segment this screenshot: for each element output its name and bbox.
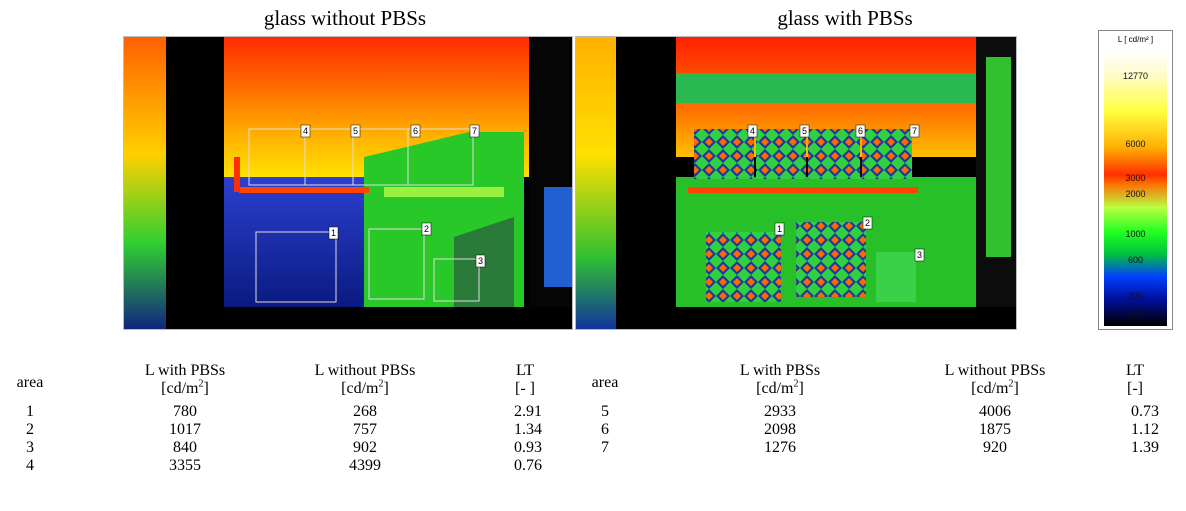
legend-tick: 600 bbox=[1127, 255, 1144, 265]
area-label-right-2: 2 bbox=[865, 218, 870, 228]
header-unit-l-with: [cd/m2] bbox=[756, 378, 804, 397]
legend-tick: 2000 bbox=[1125, 189, 1146, 199]
cell-area: 3 bbox=[26, 439, 34, 456]
cell-l-without: 1875 bbox=[979, 421, 1011, 438]
legend-tick: 200 bbox=[1127, 309, 1144, 319]
cell-l-with: 2933 bbox=[764, 403, 796, 420]
cell-l-with: 1017 bbox=[169, 421, 201, 438]
legend-tick: 1000 bbox=[1125, 229, 1146, 239]
cell-lt: 1.12 bbox=[1131, 421, 1159, 438]
cell-area: 2 bbox=[26, 421, 34, 438]
header-lt: LT bbox=[1125, 362, 1145, 379]
caption-glass-with-pbss: glass with PBSs bbox=[777, 6, 913, 30]
luminance-map-with-pbss: 4 5 6 7 1 2 3 bbox=[575, 36, 1017, 330]
cell-lt: 1.34 bbox=[514, 421, 542, 438]
luminance-legend: L [ cd/m² ] 12770 6000 3000 2000 1000 60… bbox=[1098, 30, 1173, 330]
header-l-with-pbss: L with PBSs bbox=[144, 362, 226, 379]
area-label-left-5: 5 bbox=[353, 126, 358, 136]
cell-l-without: 268 bbox=[353, 403, 377, 420]
cell-l-with: 3355 bbox=[169, 457, 201, 474]
header-l-with-pbss: L with PBSs bbox=[739, 362, 821, 379]
legend-tick: 12770 bbox=[1122, 71, 1149, 81]
cell-area: 6 bbox=[601, 421, 609, 438]
legend-tick: 6000 bbox=[1125, 139, 1146, 149]
cell-l-without: 4399 bbox=[349, 457, 381, 474]
luminance-map-without-pbss: 4 5 6 7 1 2 3 bbox=[123, 36, 573, 330]
header-unit-l-without: [cd/m2] bbox=[971, 378, 1019, 397]
cell-lt: 0.73 bbox=[1131, 403, 1159, 420]
area-label-left-2: 2 bbox=[424, 224, 429, 234]
cell-l-without: 920 bbox=[983, 439, 1007, 456]
header-unit-l-without: [cd/m2] bbox=[341, 378, 389, 397]
legend-tick: 3000 bbox=[1125, 173, 1146, 183]
area-label-right-6: 6 bbox=[858, 126, 863, 136]
header-lt: LT bbox=[515, 362, 535, 379]
header-unit-lt: [- ] bbox=[515, 380, 535, 397]
cell-l-without: 757 bbox=[353, 421, 377, 438]
cell-area: 5 bbox=[601, 403, 609, 420]
legend-color-bar: 12770 6000 3000 2000 1000 600 300 200 bbox=[1104, 51, 1167, 326]
cell-l-without: 4006 bbox=[979, 403, 1011, 420]
caption-glass-without-pbss: glass without PBSs bbox=[263, 6, 427, 30]
cell-area: 7 bbox=[601, 439, 609, 456]
cell-lt: 1.39 bbox=[1131, 439, 1159, 456]
cell-l-with: 2098 bbox=[764, 421, 796, 438]
area-label-left-4: 4 bbox=[303, 126, 308, 136]
cell-l-with: 1276 bbox=[764, 439, 796, 456]
area-label-right-3: 3 bbox=[917, 250, 922, 260]
area-label-left-6: 6 bbox=[413, 126, 418, 136]
luminance-map-without-pbss-image: 4 5 6 7 1 2 3 bbox=[124, 37, 572, 329]
area-label-right-1: 1 bbox=[777, 224, 782, 234]
cell-lt: 0.93 bbox=[514, 439, 542, 456]
header-area: area bbox=[16, 374, 44, 391]
header-l-without-pbss: L without PBSs bbox=[314, 362, 416, 379]
area-label-right-4: 4 bbox=[750, 126, 755, 136]
cell-area: 4 bbox=[26, 457, 34, 474]
cell-l-with: 840 bbox=[173, 439, 197, 456]
area-label-left-3: 3 bbox=[478, 256, 483, 266]
area-label-right-5: 5 bbox=[802, 126, 807, 136]
cell-lt: 0.76 bbox=[514, 457, 542, 474]
area-label-left-7: 7 bbox=[472, 126, 477, 136]
legend-tick: 300 bbox=[1127, 291, 1144, 301]
header-unit-lt: [-] bbox=[1127, 380, 1143, 397]
area-label-left-1: 1 bbox=[331, 228, 336, 238]
header-l-without-pbss: L without PBSs bbox=[944, 362, 1046, 379]
area-label-right-7: 7 bbox=[912, 126, 917, 136]
cell-l-with: 780 bbox=[173, 403, 197, 420]
luminance-map-with-pbss-image: 4 5 6 7 1 2 3 bbox=[576, 37, 1016, 329]
header-unit-l-with: [cd/m2] bbox=[161, 378, 209, 397]
cell-l-without: 902 bbox=[353, 439, 377, 456]
header-area: area bbox=[591, 374, 619, 391]
cell-area: 1 bbox=[26, 403, 34, 420]
cell-lt: 2.91 bbox=[514, 403, 542, 420]
legend-title: L [ cd/m² ] bbox=[1117, 35, 1154, 44]
